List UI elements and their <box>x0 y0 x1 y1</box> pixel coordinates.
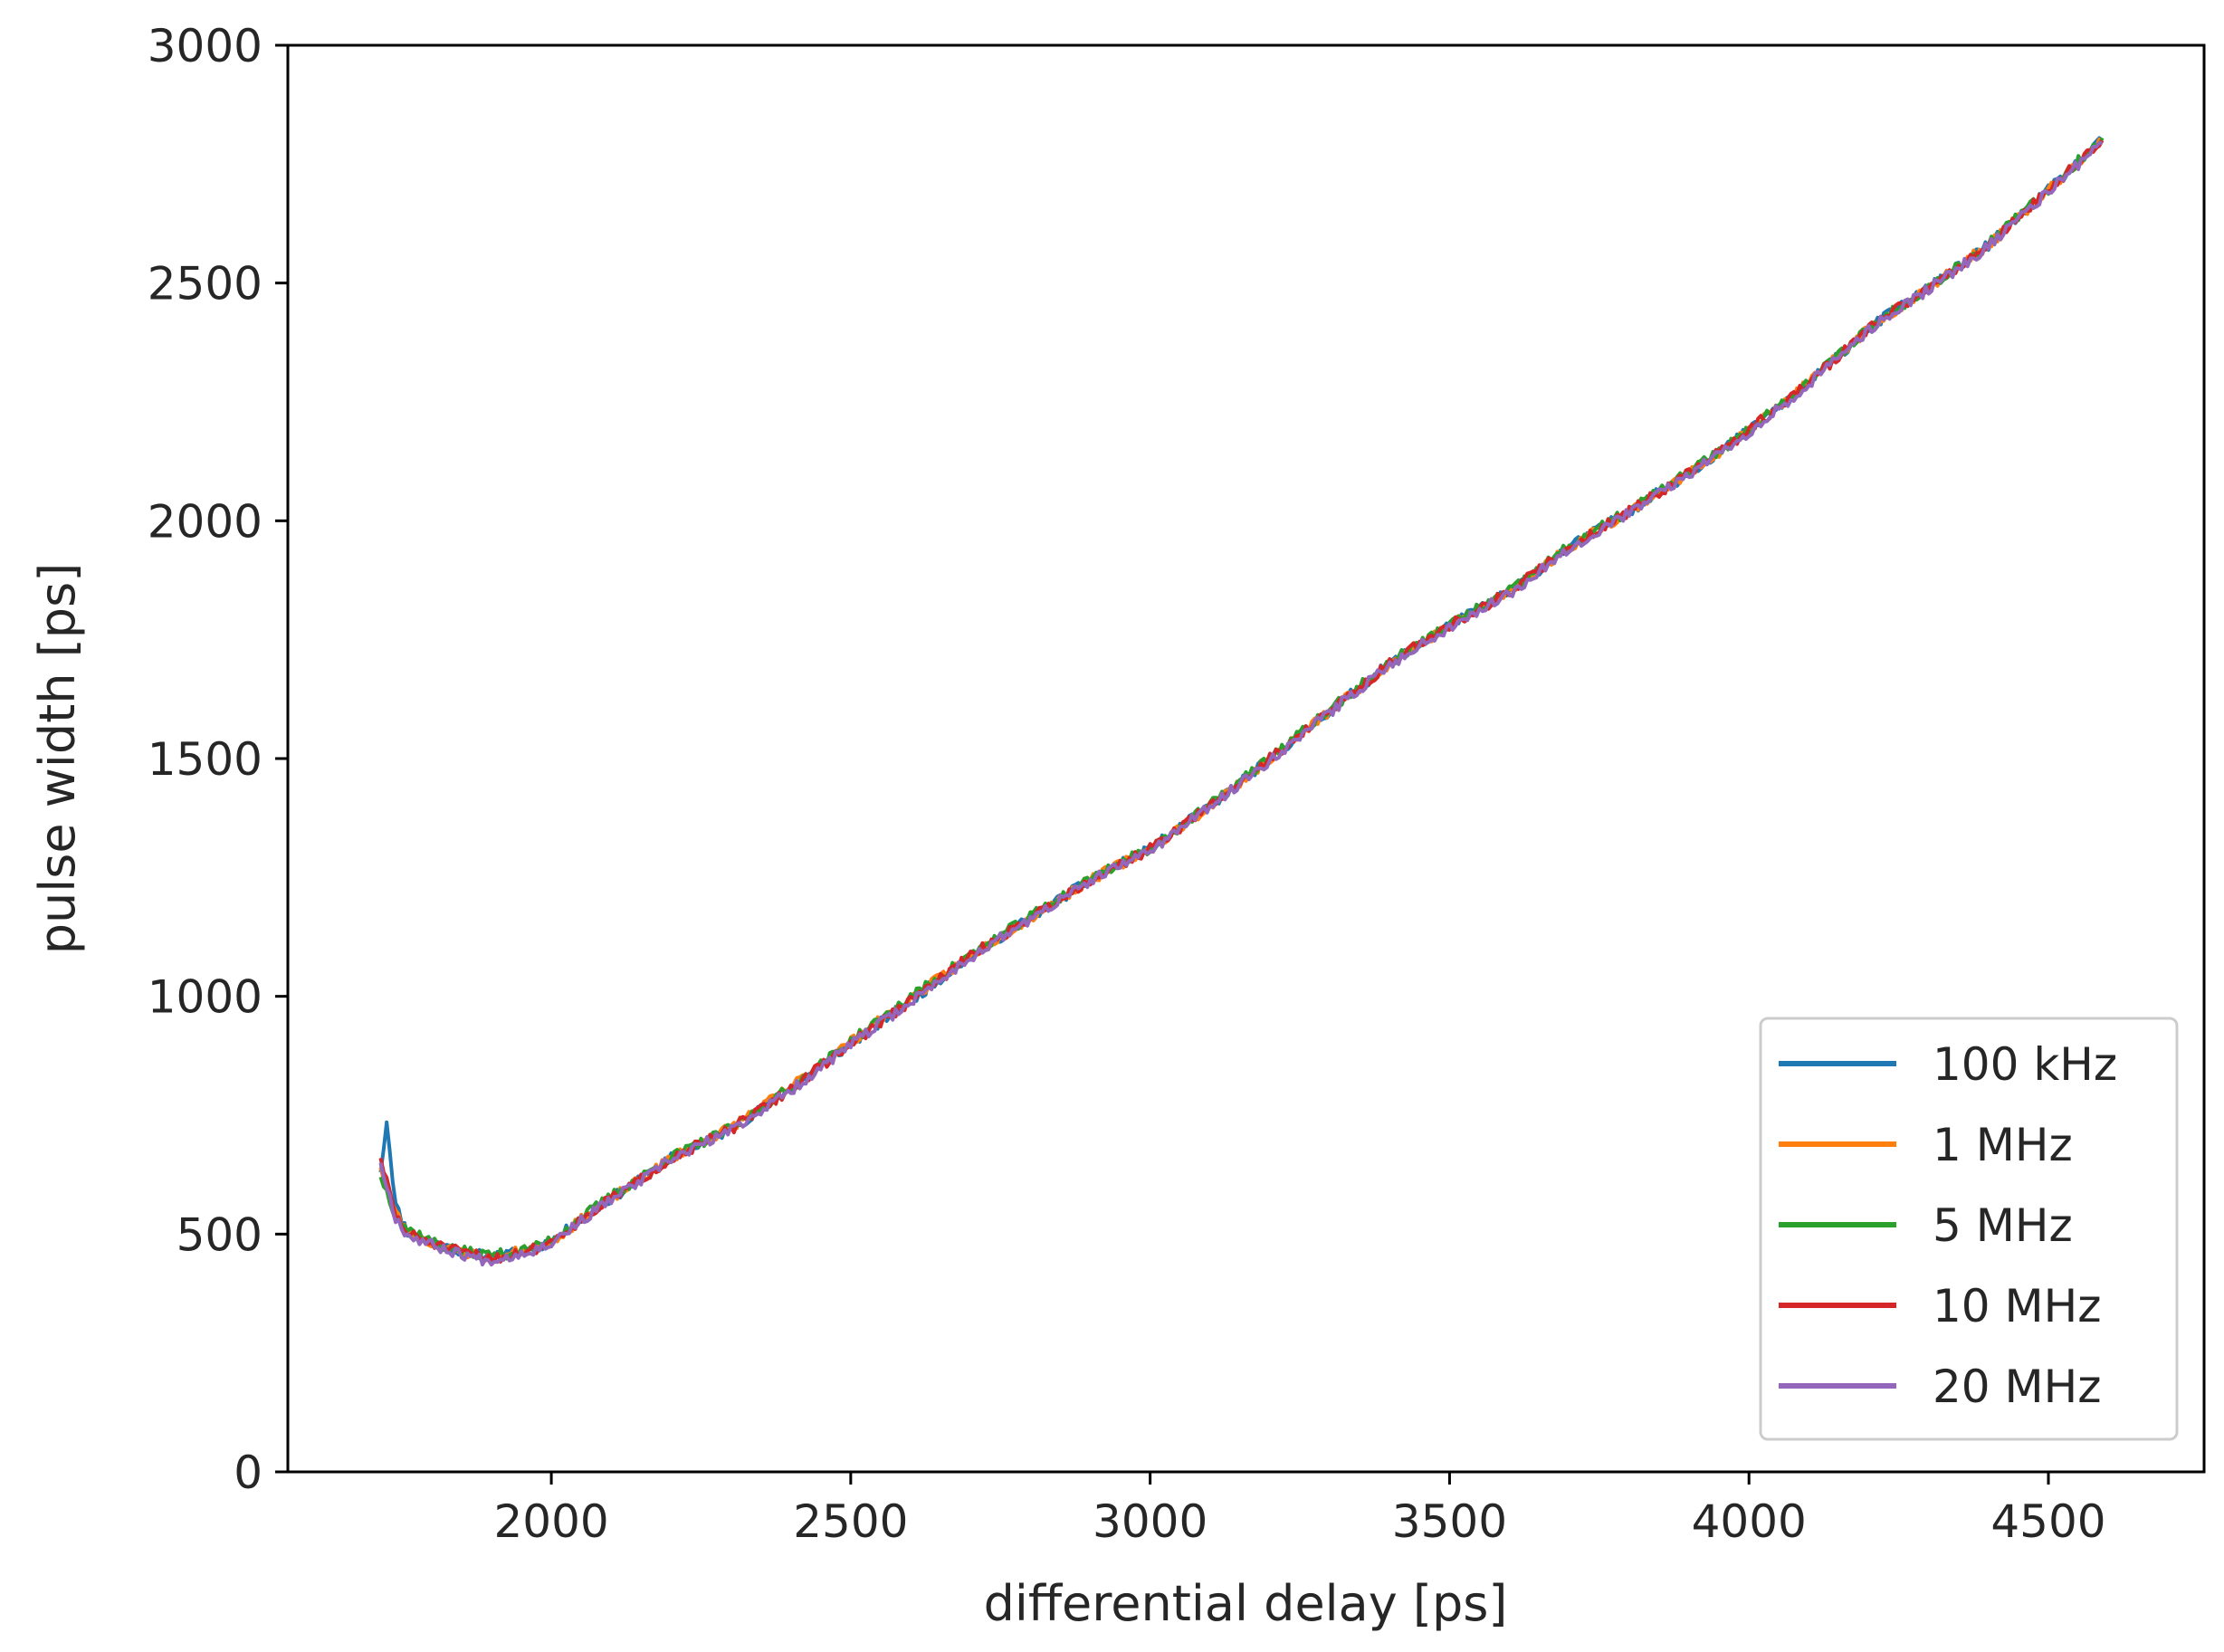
legend-label: 10 MHz <box>1933 1280 2102 1332</box>
y-axis-label: pulse width [ps] <box>29 563 86 955</box>
y-tick-label: 2000 <box>148 495 262 548</box>
y-tick-label: 3000 <box>148 20 262 72</box>
plot-lines <box>378 136 2105 1267</box>
y-tick-label: 500 <box>177 1208 262 1261</box>
legend-label: 5 MHz <box>1933 1199 2073 1252</box>
legend-label: 1 MHz <box>1933 1119 2073 1171</box>
y-tick-label: 1000 <box>148 971 262 1024</box>
x-tick-label: 3500 <box>1392 1495 1507 1548</box>
x-tick-label: 3000 <box>1093 1495 1207 1548</box>
x-tick-label: 4500 <box>1990 1495 2105 1548</box>
legend-box <box>1759 1017 2179 1441</box>
series-line <box>378 140 2103 1267</box>
x-tick-label: 2000 <box>493 1495 608 1548</box>
y-axis-ticks: 0 500 1000 1500 2000 2500 3000 <box>148 20 288 1499</box>
legend: 100 kHz 1 MHz 5 MHz 10 MHz 20 MHz <box>1759 1017 2179 1441</box>
x-tick-label: 4000 <box>1692 1495 1807 1548</box>
y-tick-label: 0 <box>234 1447 262 1499</box>
legend-label: 20 MHz <box>1933 1361 2102 1413</box>
x-axis-label: differential delay [ps] <box>984 1575 1508 1632</box>
x-axis-ticks: 2000 2500 3000 3500 4000 4500 <box>493 1472 2106 1548</box>
legend-label: 100 kHz <box>1933 1038 2117 1091</box>
x-tick-label: 2500 <box>793 1495 908 1548</box>
y-tick-label: 1500 <box>148 733 262 786</box>
y-tick-label: 2500 <box>148 258 262 310</box>
